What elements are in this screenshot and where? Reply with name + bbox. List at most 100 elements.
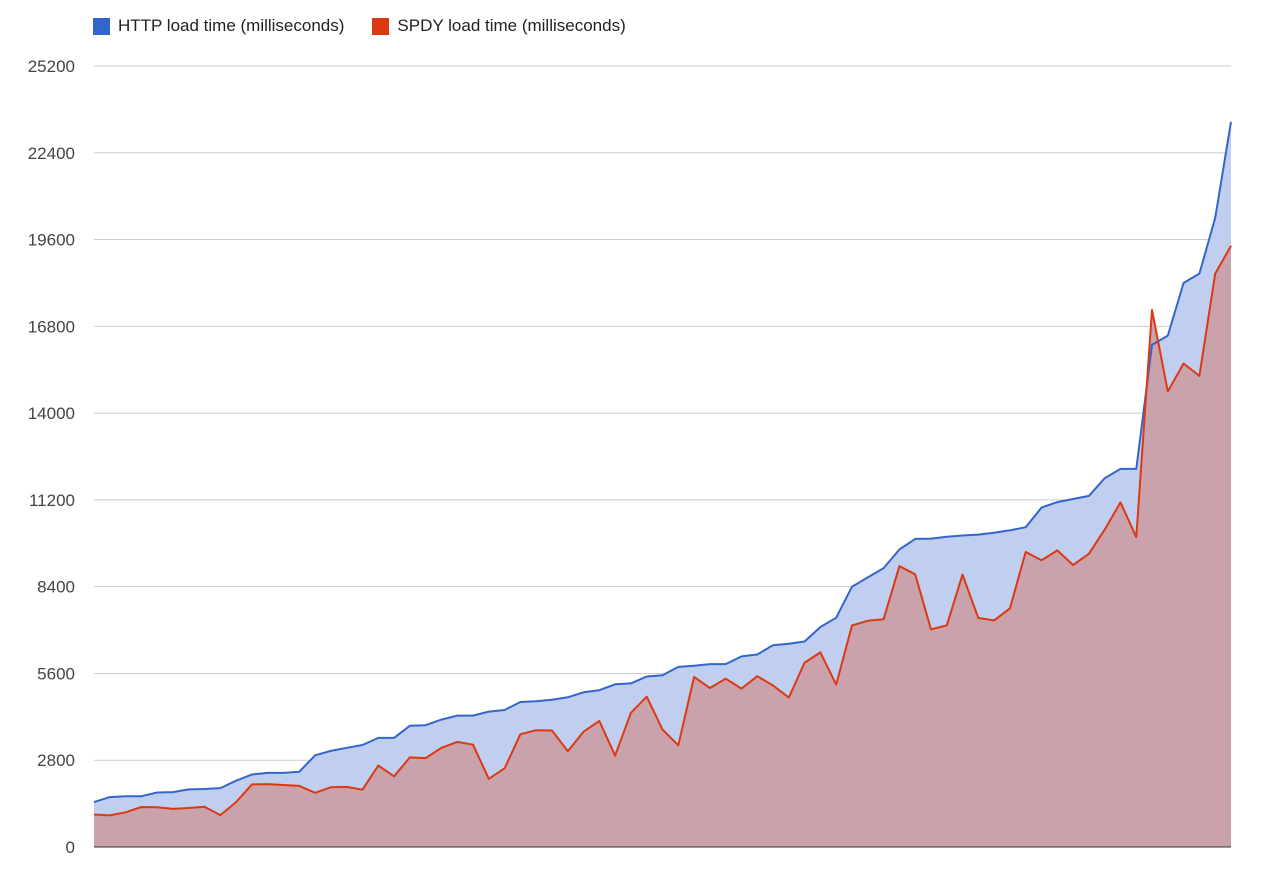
data-point[interactable] bbox=[737, 685, 745, 693]
data-point[interactable] bbox=[516, 730, 524, 738]
data-point[interactable] bbox=[1164, 332, 1172, 340]
data-point[interactable] bbox=[1227, 118, 1235, 126]
data-point[interactable] bbox=[295, 768, 303, 776]
data-point[interactable] bbox=[453, 712, 461, 720]
data-point[interactable] bbox=[453, 738, 461, 746]
data-point[interactable] bbox=[185, 785, 193, 793]
data-point[interactable] bbox=[548, 696, 556, 704]
data-point[interactable] bbox=[232, 798, 240, 806]
data-point[interactable] bbox=[469, 741, 477, 749]
data-point[interactable] bbox=[1053, 546, 1061, 554]
data-point[interactable] bbox=[437, 744, 445, 752]
data-point[interactable] bbox=[943, 621, 951, 629]
data-point[interactable] bbox=[722, 660, 730, 668]
data-point[interactable] bbox=[280, 769, 288, 777]
data-point[interactable] bbox=[1180, 360, 1188, 368]
data-point[interactable] bbox=[374, 761, 382, 769]
data-point[interactable] bbox=[137, 803, 145, 811]
data-point[interactable] bbox=[532, 726, 540, 734]
data-point[interactable] bbox=[122, 808, 130, 816]
data-point[interactable] bbox=[722, 675, 730, 683]
data-point[interactable] bbox=[358, 741, 366, 749]
data-point[interactable] bbox=[1101, 474, 1109, 482]
data-point[interactable] bbox=[753, 672, 761, 680]
data-point[interactable] bbox=[248, 780, 256, 788]
data-point[interactable] bbox=[595, 686, 603, 694]
data-point[interactable] bbox=[1101, 526, 1109, 534]
data-point[interactable] bbox=[595, 717, 603, 725]
data-point[interactable] bbox=[990, 529, 998, 537]
data-point[interactable] bbox=[422, 721, 430, 729]
data-point[interactable] bbox=[201, 803, 209, 811]
legend-item-http[interactable]: HTTP load time (milliseconds) bbox=[93, 16, 344, 36]
data-point[interactable] bbox=[390, 772, 398, 780]
data-point[interactable] bbox=[690, 673, 698, 681]
data-point[interactable] bbox=[643, 673, 651, 681]
data-point[interactable] bbox=[564, 747, 572, 755]
data-point[interactable] bbox=[501, 706, 509, 714]
data-point[interactable] bbox=[358, 786, 366, 794]
data-point[interactable] bbox=[216, 811, 224, 819]
data-point[interactable] bbox=[627, 679, 635, 687]
data-point[interactable] bbox=[706, 684, 714, 692]
data-point[interactable] bbox=[848, 621, 856, 629]
data-point[interactable] bbox=[406, 722, 414, 730]
data-point[interactable] bbox=[801, 659, 809, 667]
data-point[interactable] bbox=[201, 785, 209, 793]
data-point[interactable] bbox=[295, 782, 303, 790]
data-point[interactable] bbox=[264, 780, 272, 788]
data-point[interactable] bbox=[1227, 242, 1235, 250]
data-point[interactable] bbox=[1038, 556, 1046, 564]
data-point[interactable] bbox=[1132, 465, 1140, 473]
data-point[interactable] bbox=[1211, 270, 1219, 278]
data-point[interactable] bbox=[959, 571, 967, 579]
data-point[interactable] bbox=[137, 792, 145, 800]
data-point[interactable] bbox=[611, 752, 619, 760]
data-point[interactable] bbox=[880, 615, 888, 623]
data-point[interactable] bbox=[911, 570, 919, 578]
data-point[interactable] bbox=[753, 651, 761, 659]
data-point[interactable] bbox=[548, 726, 556, 734]
data-point[interactable] bbox=[516, 698, 524, 706]
data-point[interactable] bbox=[90, 810, 98, 818]
data-point[interactable] bbox=[343, 783, 351, 791]
data-point[interactable] bbox=[1006, 526, 1014, 534]
data-point[interactable] bbox=[659, 726, 667, 734]
data-point[interactable] bbox=[580, 688, 588, 696]
data-point[interactable] bbox=[880, 564, 888, 572]
data-point[interactable] bbox=[1195, 270, 1203, 278]
legend-item-spdy[interactable]: SPDY load time (milliseconds) bbox=[372, 16, 626, 36]
data-point[interactable] bbox=[785, 694, 793, 702]
data-point[interactable] bbox=[674, 663, 682, 671]
data-point[interactable] bbox=[785, 640, 793, 648]
data-point[interactable] bbox=[311, 789, 319, 797]
data-point[interactable] bbox=[469, 712, 477, 720]
data-point[interactable] bbox=[343, 744, 351, 752]
data-point[interactable] bbox=[927, 625, 935, 633]
data-point[interactable] bbox=[1085, 492, 1093, 500]
data-point[interactable] bbox=[943, 533, 951, 541]
data-point[interactable] bbox=[959, 532, 967, 540]
data-point[interactable] bbox=[1211, 214, 1219, 222]
data-point[interactable] bbox=[1069, 561, 1077, 569]
data-point[interactable] bbox=[390, 734, 398, 742]
data-point[interactable] bbox=[801, 638, 809, 646]
data-point[interactable] bbox=[485, 775, 493, 783]
data-point[interactable] bbox=[1069, 495, 1077, 503]
data-point[interactable] bbox=[832, 614, 840, 622]
data-point[interactable] bbox=[990, 616, 998, 624]
data-point[interactable] bbox=[1038, 504, 1046, 512]
data-point[interactable] bbox=[311, 751, 319, 759]
data-point[interactable] bbox=[690, 662, 698, 670]
data-point[interactable] bbox=[1116, 498, 1124, 506]
data-point[interactable] bbox=[974, 531, 982, 539]
data-point[interactable] bbox=[895, 562, 903, 570]
data-point[interactable] bbox=[1053, 498, 1061, 506]
data-point[interactable] bbox=[864, 573, 872, 581]
data-point[interactable] bbox=[106, 811, 114, 819]
data-point[interactable] bbox=[674, 741, 682, 749]
data-point[interactable] bbox=[248, 770, 256, 778]
data-point[interactable] bbox=[185, 804, 193, 812]
data-point[interactable] bbox=[1132, 533, 1140, 541]
data-point[interactable] bbox=[437, 716, 445, 724]
